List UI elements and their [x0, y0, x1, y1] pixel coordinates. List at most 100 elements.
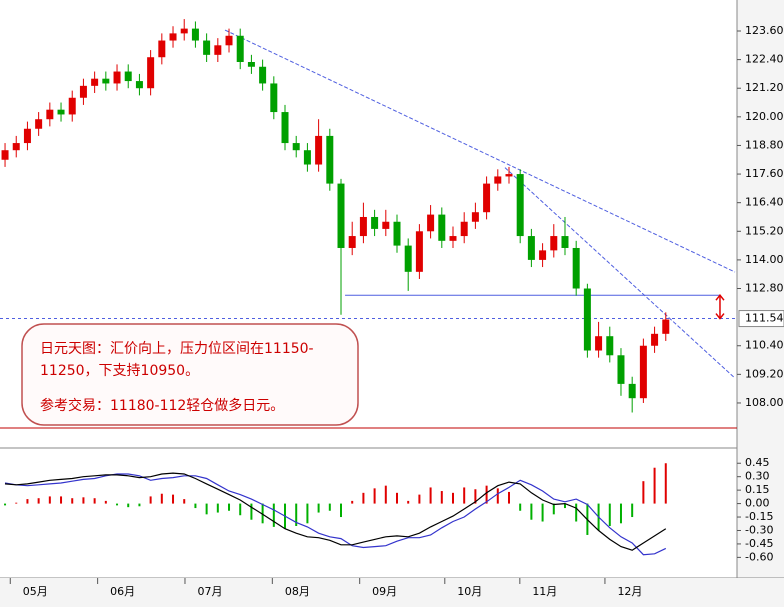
candle-body — [135, 81, 143, 89]
candle-body — [225, 35, 233, 46]
candle-body — [113, 71, 121, 84]
y-tick-label: 122.40 — [745, 53, 784, 66]
candle-body — [46, 109, 54, 120]
x-tick-label: 09月 — [372, 585, 397, 598]
y-tick-label: -0.45 — [745, 537, 773, 550]
candle-body — [382, 221, 390, 229]
candle-body — [303, 150, 311, 165]
candle-body — [639, 345, 647, 399]
y-tick-label: -0.30 — [745, 523, 773, 536]
y-tick-label: 115.20 — [745, 224, 784, 237]
candle-body — [404, 245, 412, 272]
candle-body — [158, 40, 166, 58]
candle-body — [326, 135, 334, 184]
candle-body — [483, 183, 491, 213]
candle-body — [606, 336, 614, 356]
y-tick-label: 109.20 — [745, 367, 784, 380]
y-tick-label: 0.45 — [745, 456, 770, 469]
annotation-text: 日元天图：汇价向上，压力位区间在11150- — [40, 341, 314, 357]
candle-body — [471, 212, 479, 222]
y-tick-label: -0.15 — [745, 510, 773, 523]
candle-body — [539, 250, 547, 260]
candle-body — [415, 231, 423, 272]
candle-body — [169, 33, 177, 41]
candle-body — [550, 236, 558, 251]
x-tick-label: 10月 — [457, 585, 482, 598]
candle-body — [247, 61, 255, 67]
candle-body — [651, 333, 659, 346]
candle-body — [572, 247, 580, 289]
y-tick-label: 0.15 — [745, 483, 770, 496]
x-tick-label: 11月 — [532, 585, 557, 598]
candle-body — [281, 112, 289, 144]
candle-body — [460, 221, 468, 237]
candle-body — [561, 236, 569, 248]
y-tick-label: 116.40 — [745, 196, 784, 209]
annotation-text: 11250，下支持10950。 — [40, 363, 199, 379]
x-tick-label: 07月 — [197, 585, 222, 598]
y-tick-label: 0.30 — [745, 470, 770, 483]
candle-body — [348, 236, 356, 248]
annotation-box — [21, 323, 359, 426]
candle-body — [595, 336, 603, 351]
candle-body — [91, 78, 99, 86]
candle-body — [57, 109, 65, 115]
candle-body — [270, 83, 278, 113]
candle-body — [438, 214, 446, 241]
candle-body — [583, 288, 591, 351]
y-tick-label: 112.80 — [745, 282, 784, 295]
candle-body — [35, 119, 43, 129]
y-tick-label: 108.00 — [745, 396, 784, 409]
candle-body — [180, 28, 188, 34]
annotation-text: 参考交易：11180-112轻仓做多日元。 — [40, 397, 284, 414]
x-tick-label: 08月 — [285, 585, 310, 598]
candle-body — [102, 78, 110, 84]
x-tick-label: 06月 — [110, 585, 135, 598]
y-tick-label: 0.00 — [745, 497, 770, 510]
candle-body — [617, 355, 625, 384]
y-tick-label: 110.40 — [745, 339, 784, 352]
candle-body — [315, 135, 323, 165]
candle-body — [527, 236, 535, 260]
y-tick-label: 114.00 — [745, 253, 784, 266]
candle-body — [147, 57, 155, 89]
candle-body — [337, 183, 345, 248]
candle-body — [516, 174, 524, 237]
y-tick-label: -0.60 — [745, 550, 773, 563]
candle-body — [23, 128, 31, 144]
candle-body — [505, 174, 513, 177]
y-tick-label: 123.60 — [745, 24, 784, 37]
arrow-head — [715, 293, 725, 320]
candle-body — [259, 66, 267, 84]
candle-body — [124, 71, 132, 82]
y-tick-label: 118.80 — [745, 138, 784, 151]
candle-body — [68, 97, 76, 115]
last-price-box — [738, 310, 784, 328]
candle-body — [203, 40, 211, 55]
candle-body — [449, 236, 457, 241]
x-axis-panel — [0, 578, 784, 607]
x-tick-label: 12月 — [617, 585, 642, 598]
y-tick-label: 120.00 — [745, 110, 784, 123]
candle-body — [214, 45, 222, 55]
candle-body — [79, 85, 87, 98]
axis-panel — [737, 0, 784, 607]
candle-body — [371, 216, 379, 229]
x-tick-label: 05月 — [23, 585, 48, 598]
last-price-label: 111.54 — [745, 312, 784, 325]
macd-line — [4, 472, 667, 551]
y-tick-label: 117.60 — [745, 167, 784, 180]
y-tick-label: 121.20 — [745, 81, 784, 94]
trendline — [224, 29, 736, 273]
candle-body — [191, 28, 199, 41]
candle-body — [236, 35, 244, 62]
candle-body — [662, 319, 670, 334]
candle-body — [292, 143, 300, 151]
candle-body — [359, 216, 367, 237]
candle-body — [427, 214, 435, 232]
candle-body — [494, 176, 502, 184]
candle-body — [1, 150, 9, 160]
candle-body — [393, 221, 401, 246]
